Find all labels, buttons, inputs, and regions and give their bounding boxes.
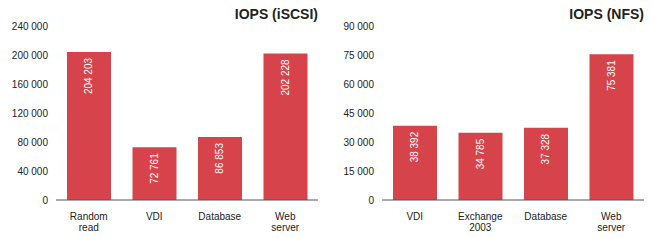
svg-text:120 000: 120 000 — [12, 108, 49, 119]
svg-text:86 853: 86 853 — [215, 143, 226, 174]
svg-text:Webserver: Webserver — [271, 211, 299, 233]
svg-text:200 000: 200 000 — [12, 50, 49, 61]
svg-text:204 203: 204 203 — [84, 58, 95, 95]
svg-text:72 761: 72 761 — [149, 153, 160, 184]
svg-text:Database: Database — [524, 211, 567, 222]
svg-text:80 000: 80 000 — [17, 137, 48, 148]
svg-text:37 328: 37 328 — [541, 133, 552, 164]
svg-text:90 000: 90 000 — [343, 21, 374, 32]
svg-text:38 392: 38 392 — [410, 131, 421, 162]
svg-text:40 000: 40 000 — [17, 166, 48, 177]
svg-text:240 000: 240 000 — [12, 21, 49, 32]
svg-text:0: 0 — [42, 195, 48, 206]
svg-text:Randomread: Randomread — [70, 211, 108, 233]
svg-text:34 785: 34 785 — [475, 138, 486, 169]
html-text:IOPS (NFS): IOPS (NFS) — [569, 6, 644, 22]
svg-text:0: 0 — [368, 195, 374, 206]
svg-text:VDI: VDI — [406, 211, 423, 222]
svg-text:Database: Database — [198, 211, 241, 222]
svg-text:75 000: 75 000 — [343, 50, 374, 61]
svg-text:160 000: 160 000 — [12, 79, 49, 90]
svg-text:202 228: 202 228 — [280, 59, 291, 96]
svg-text:60 000: 60 000 — [343, 79, 374, 90]
svg-text:Webserver: Webserver — [597, 211, 625, 233]
svg-text:45 000: 45 000 — [343, 108, 374, 119]
html-text:IOPS (iSCSI): IOPS (iSCSI) — [234, 6, 318, 22]
svg-text:30 000: 30 000 — [343, 137, 374, 148]
svg-text:Exchange2003: Exchange2003 — [458, 211, 503, 233]
svg-text:75 381: 75 381 — [606, 60, 617, 91]
svg-text:15 000: 15 000 — [343, 166, 374, 177]
svg-text:VDI: VDI — [146, 211, 163, 222]
